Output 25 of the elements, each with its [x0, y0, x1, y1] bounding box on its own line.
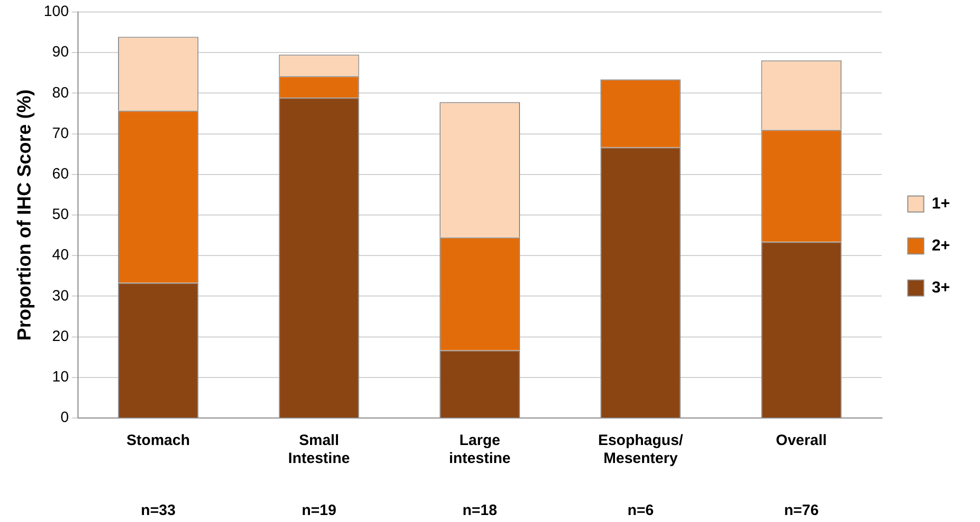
y-tick-label: 50	[52, 206, 69, 224]
x-tick-label: Stomach	[126, 432, 190, 450]
y-tick-label: 60	[52, 166, 69, 183]
y-tick-label: 80	[52, 84, 69, 102]
y-tick-label: 70	[52, 124, 69, 142]
y-tick-label: 0	[60, 409, 69, 426]
legend-label: 3+	[932, 279, 950, 296]
y-tick-label: 100	[44, 3, 69, 20]
legend-label: 1+	[932, 195, 950, 212]
y-axis-title: Proportion of IHC Score (%)	[14, 89, 36, 341]
text: n=6	[627, 502, 654, 519]
y-tick-label: 20	[52, 328, 69, 345]
x-tick-label: Overall	[776, 432, 827, 450]
y-tick-label: 30	[52, 287, 69, 304]
text: n=19	[302, 502, 336, 519]
y-tick-label: 90	[52, 44, 69, 61]
legend-label: 2+	[932, 237, 950, 254]
text: n=18	[462, 502, 498, 519]
text: n=33	[140, 502, 176, 519]
y-tick-label: 40	[52, 246, 69, 264]
x-tick-label: Esophagus/ Mesentery	[598, 432, 684, 468]
y-tick-label: 10	[52, 368, 69, 386]
text: n=76	[784, 502, 819, 519]
x-tick-label: Large intestine	[448, 432, 511, 468]
x-tick-label: Small Intestine	[288, 432, 350, 468]
